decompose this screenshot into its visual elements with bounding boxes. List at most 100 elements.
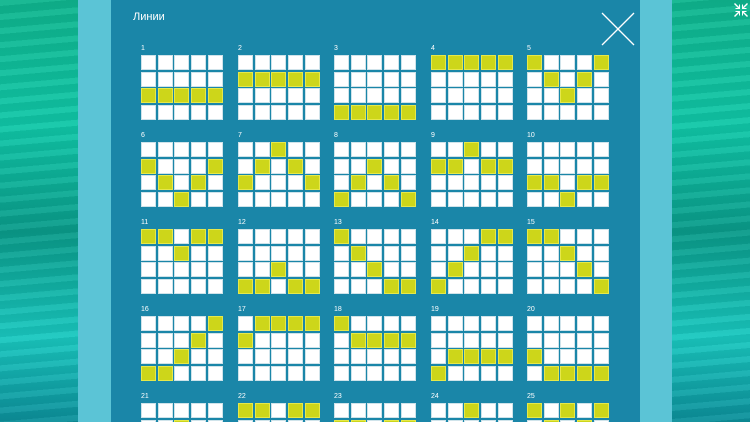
payline-cell [560, 349, 576, 365]
payline-cell [543, 349, 559, 365]
payline-cell [174, 229, 190, 244]
payline-cell-active [304, 316, 320, 331]
payline-cell [384, 192, 400, 208]
payline-cell [191, 262, 207, 278]
payline-cell [464, 229, 480, 244]
payline-13: 13 [334, 219, 418, 295]
exit-fullscreen-button[interactable] [734, 3, 748, 17]
payline-cell [207, 366, 223, 382]
payline-cell [447, 88, 463, 104]
payline-cell-active [334, 316, 349, 331]
payline-cell [543, 105, 559, 121]
payline-cell [288, 349, 304, 365]
payline-cell [174, 316, 190, 331]
payline-cell [577, 403, 593, 418]
payline-cell [400, 366, 416, 382]
payline-cell [447, 419, 463, 422]
payline-cell-active [527, 229, 542, 244]
payline-cell-active [400, 105, 416, 121]
payline-cell [367, 366, 383, 382]
payline-number: 17 [238, 306, 246, 313]
payline-cell [464, 419, 480, 422]
payline-cell [238, 105, 253, 121]
payline-11: 11 [141, 219, 225, 295]
payline-cell [157, 262, 173, 278]
payline-cell [174, 366, 190, 382]
payline-cell [577, 245, 593, 261]
payline-cell [400, 316, 416, 331]
payline-cell [497, 403, 513, 418]
payline-cell [157, 349, 173, 365]
payline-cell-active [560, 403, 576, 418]
payline-cell [577, 88, 593, 104]
payline-cell [543, 262, 559, 278]
payline-cell-active [157, 229, 173, 244]
payline-cell [350, 55, 366, 70]
payline-cell [288, 419, 304, 422]
payline-cell-active [481, 55, 497, 70]
payline-cell [447, 279, 463, 295]
payline-cell [350, 88, 366, 104]
payline-cell [334, 279, 349, 295]
payline-cell [560, 262, 576, 278]
payline-number: 2 [238, 45, 242, 52]
payline-grid [238, 403, 322, 422]
payline-cell [254, 105, 270, 121]
payline-cell [191, 279, 207, 295]
payline-cell [254, 142, 270, 157]
payline-cell-active [431, 158, 446, 174]
payline-cell-active [464, 55, 480, 70]
payline-cell [304, 349, 320, 365]
payline-cell [384, 55, 400, 70]
payline-cell-active [191, 88, 207, 104]
payline-cell [560, 229, 576, 244]
payline-cell-active [271, 316, 287, 331]
payline-cell [350, 366, 366, 382]
payline-cell [384, 316, 400, 331]
payline-cell [497, 192, 513, 208]
payline-cell [577, 55, 593, 70]
payline-7: 7 [238, 132, 322, 208]
payline-cell [497, 316, 513, 331]
payline-cell [481, 105, 497, 121]
payline-cell [174, 279, 190, 295]
payline-cell [527, 158, 542, 174]
payline-number: 1 [141, 45, 145, 52]
payline-cell [497, 279, 513, 295]
payline-cell [288, 245, 304, 261]
payline-number: 10 [527, 132, 535, 139]
payline-cell [141, 71, 156, 87]
payline-cell [350, 316, 366, 331]
payline-cell [238, 229, 253, 244]
payline-cell [577, 316, 593, 331]
payline-cell [543, 316, 559, 331]
payline-6: 6 [141, 132, 225, 208]
payline-cell [271, 192, 287, 208]
payline-cell [334, 158, 349, 174]
payline-number: 13 [334, 219, 342, 226]
payline-cell [174, 71, 190, 87]
payline-cell [191, 349, 207, 365]
payline-cell [431, 349, 446, 365]
payline-10: 10 [527, 132, 611, 208]
payline-5: 5 [527, 45, 611, 121]
payline-cell [254, 245, 270, 261]
payline-cell [254, 175, 270, 191]
payline-number: 14 [431, 219, 439, 226]
payline-cell [350, 403, 366, 418]
paylines-panel: Линии 1 2 3 4 5 6 7 8 9 10 11 12 13 14 15 16 17 18 19 20 21 2… [111, 0, 640, 422]
payline-cell [207, 55, 223, 70]
payline-cell [367, 245, 383, 261]
payline-number: 7 [238, 132, 242, 139]
payline-number: 12 [238, 219, 246, 226]
payline-cell [593, 192, 609, 208]
payline-cell-active [350, 245, 366, 261]
payline-grid [334, 403, 418, 422]
payline-23: 23 [334, 393, 418, 422]
payline-cell [497, 262, 513, 278]
payline-cell [254, 229, 270, 244]
payline-cell-active [400, 279, 416, 295]
payline-cell [207, 142, 223, 157]
close-button[interactable] [601, 12, 635, 46]
payline-cell-active [593, 403, 609, 418]
